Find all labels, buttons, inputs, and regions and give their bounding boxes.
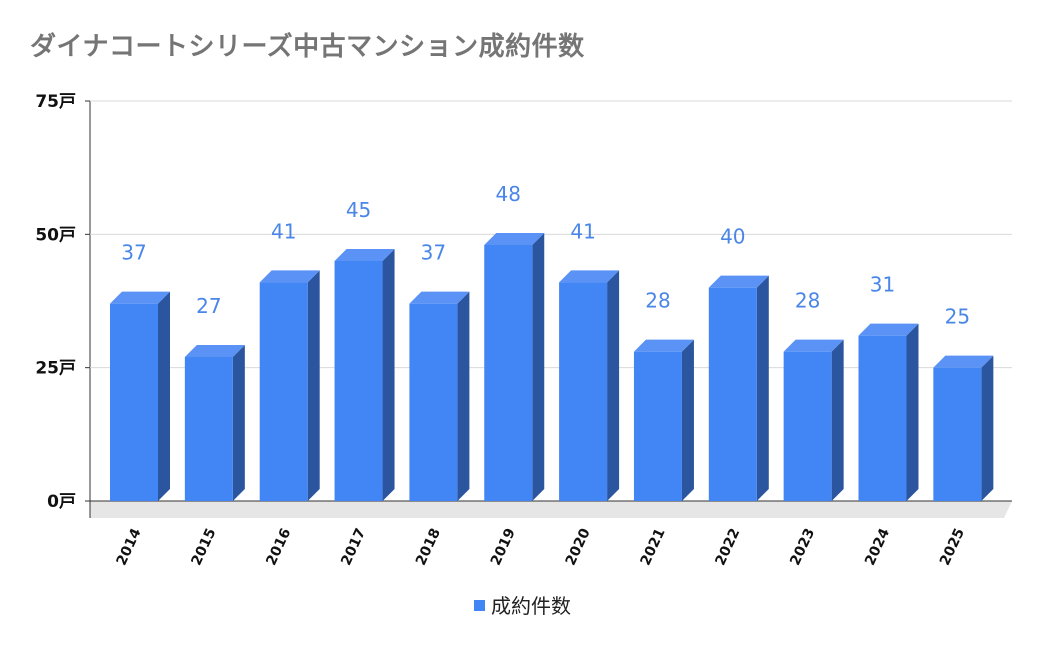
legend-label: 成約件数	[491, 594, 571, 618]
y-axis-ticks: 0戸 25戸 50戸 75戸	[35, 92, 76, 512]
floor-plane	[90, 501, 1012, 518]
bar-top	[259, 270, 320, 283]
bar-front	[409, 303, 458, 501]
bar-top	[334, 249, 395, 261]
data-label: 41	[271, 219, 296, 243]
chart-floor	[89, 101, 1012, 518]
data-label: 41	[570, 219, 595, 243]
bar-top	[633, 339, 694, 352]
y-tick-label: 25戸	[35, 359, 76, 379]
bar-front	[484, 245, 533, 501]
bar-side	[981, 355, 994, 501]
bar-front	[933, 367, 982, 501]
x-tick-label: 2018	[413, 526, 444, 568]
x-tick-label: 2015	[189, 526, 220, 568]
bar-side	[158, 291, 170, 501]
data-label: 28	[645, 289, 670, 313]
x-tick-label: 2025	[937, 526, 968, 568]
legend-swatch	[474, 600, 485, 611]
bar-side	[457, 291, 470, 501]
bar-side	[307, 270, 320, 501]
x-tick-label: 2019	[488, 526, 519, 568]
gridlines	[85, 100, 1012, 502]
x-tick-label: 2020	[563, 526, 594, 568]
bar	[858, 323, 919, 501]
bar-front	[708, 287, 757, 501]
bar	[110, 291, 170, 501]
bar-front	[858, 335, 907, 501]
legend: 成約件数	[0, 590, 1045, 619]
x-tick-label: 2024	[862, 526, 893, 568]
x-tick-label: 2016	[263, 526, 294, 568]
data-label: 40	[720, 225, 745, 249]
bar	[184, 345, 245, 501]
bar-side	[607, 270, 620, 501]
data-label: 48	[496, 182, 521, 206]
bar-front	[783, 351, 832, 501]
bar-side	[232, 345, 245, 501]
bar-top	[708, 275, 769, 288]
x-tick-label: 2021	[638, 526, 669, 568]
bar	[334, 249, 395, 501]
bar	[484, 233, 545, 501]
data-label: 45	[346, 198, 371, 222]
bar-side	[681, 339, 694, 501]
x-tick-label: 2017	[338, 526, 369, 568]
data-label: 28	[795, 289, 820, 313]
bar-front	[110, 303, 158, 501]
bar	[559, 270, 620, 501]
bar-front	[633, 351, 682, 501]
x-axis-ticks: 2014 2015 2016 2017 2018 2019 2020 2021 2022 2023…	[114, 526, 968, 568]
data-labels: 37 27 41 45 37 48 41 28 40 28 31 25	[121, 182, 970, 329]
x-tick-label: 2023	[787, 526, 818, 568]
bars	[110, 233, 994, 501]
bar-top	[559, 270, 620, 283]
data-label: 37	[121, 241, 146, 265]
bar-side	[382, 249, 395, 501]
bar	[409, 291, 470, 501]
bar-top	[933, 355, 994, 368]
y-tick-label: 0戸	[47, 492, 76, 512]
y-tick-label: 50戸	[35, 225, 76, 245]
bar-side	[756, 275, 769, 501]
bar-side	[906, 323, 919, 501]
bar-front	[334, 261, 383, 501]
data-label: 25	[945, 305, 970, 329]
bar-top	[858, 323, 919, 336]
bar-top	[484, 233, 545, 245]
bar	[783, 339, 844, 501]
x-tick-label: 2014	[114, 526, 145, 568]
bar-top	[409, 291, 470, 304]
data-label: 31	[870, 273, 895, 297]
data-label: 27	[196, 294, 221, 318]
bar	[933, 355, 994, 501]
bar-front	[559, 282, 608, 501]
bar-top	[110, 291, 170, 304]
bar	[259, 270, 320, 501]
bar-front	[259, 282, 308, 501]
legend-item[interactable]: 成約件数	[474, 590, 571, 619]
bar-front	[184, 357, 233, 501]
x-tick-label: 2022	[712, 526, 743, 568]
chart-title: ダイナコートシリーズ中古マンション成約件数	[30, 32, 585, 62]
data-label: 37	[421, 241, 446, 265]
bar-top	[184, 345, 245, 357]
bar	[708, 275, 769, 501]
y-tick-label: 75戸	[35, 92, 76, 112]
bar	[633, 339, 694, 501]
bar-side	[532, 233, 545, 501]
bar-side	[831, 339, 844, 501]
bar-top	[783, 339, 844, 352]
